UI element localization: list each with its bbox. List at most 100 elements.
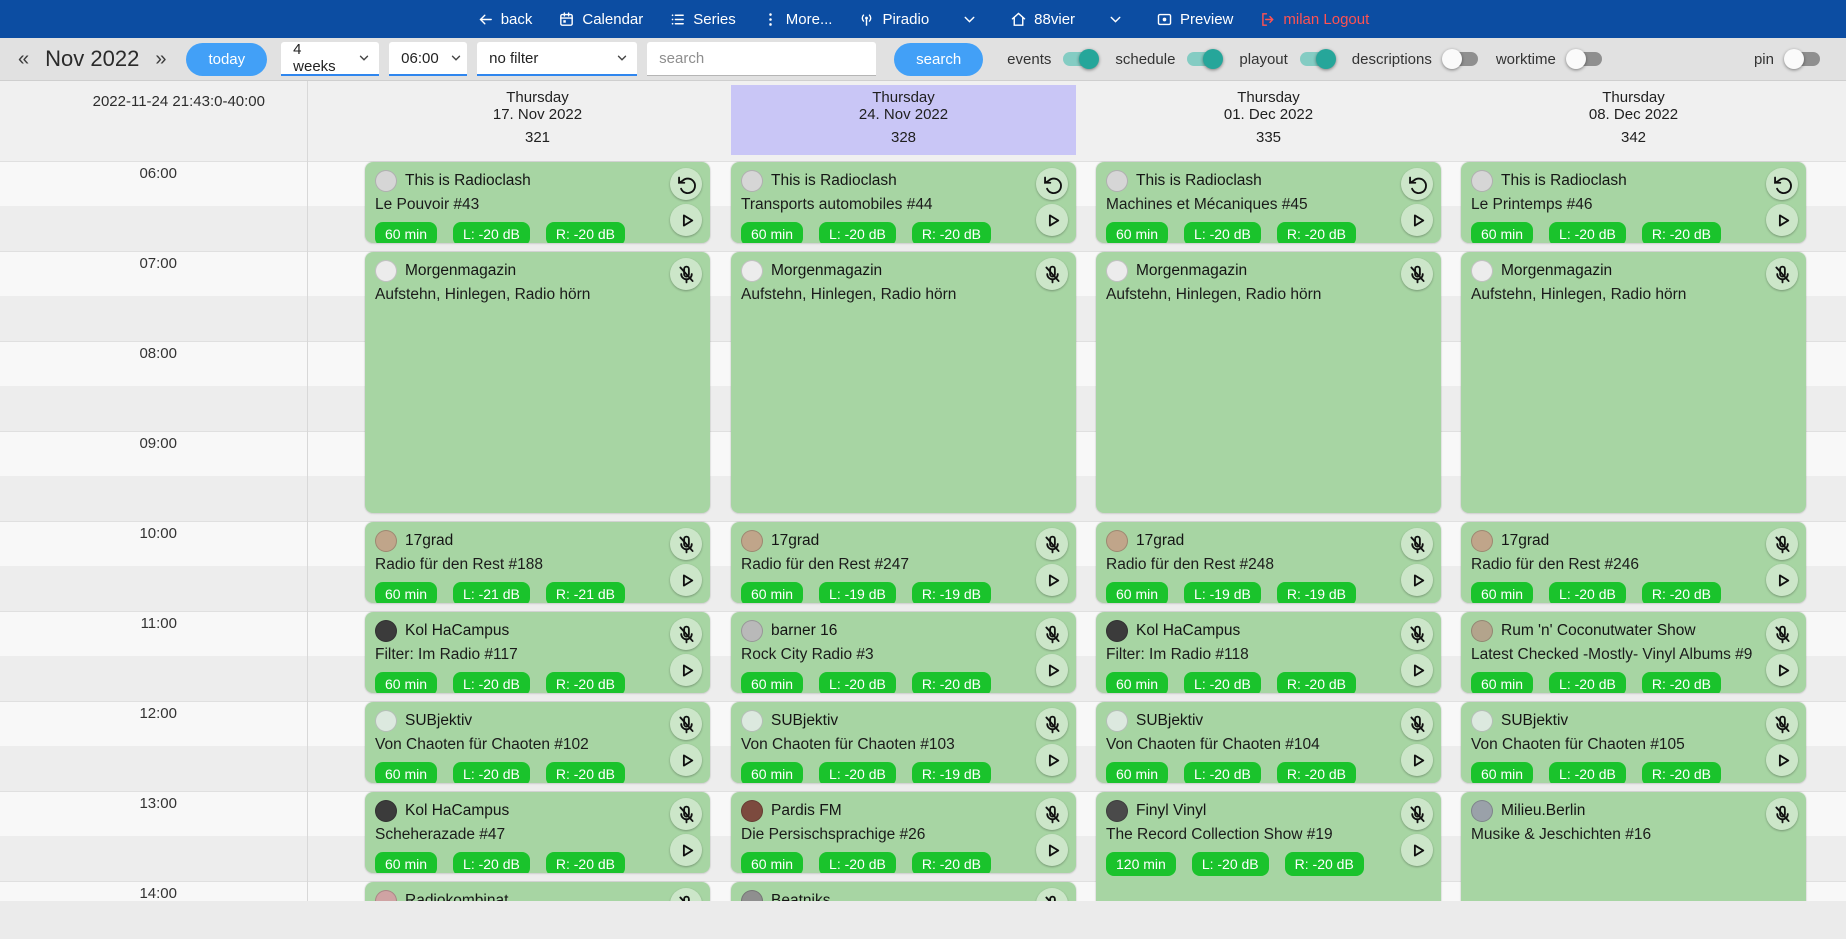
nav-calendar[interactable]: Calendar [558,11,643,28]
play-button[interactable] [1766,654,1798,686]
play-button[interactable] [1766,564,1798,596]
worktime-toggle[interactable]: worktime [1496,48,1604,70]
play-button[interactable] [1036,654,1068,686]
mic-off-button[interactable] [670,528,702,560]
play-button[interactable] [1401,564,1433,596]
mic-off-button[interactable] [1766,528,1798,560]
event-card[interactable]: Kol HaCampus Filter: Im Radio #117 60 min L… [365,612,710,693]
mic-off-button[interactable] [670,798,702,830]
start-time-select[interactable]: 06:00 [389,42,468,76]
playout-toggle[interactable]: playout [1239,48,1336,70]
mic-off-button[interactable] [1401,528,1433,560]
mic-off-button[interactable] [1401,708,1433,740]
event-card[interactable]: Kol HaCampus Scheherazade #47 60 min L: -20… [365,792,710,873]
event-card[interactable]: Finyl Vinyl The Record Collection Show #1… [1096,792,1441,901]
play-button[interactable] [670,204,702,236]
nav-back[interactable]: back [477,11,532,28]
mic-off-button[interactable] [1401,798,1433,830]
event-card[interactable]: This is Radioclash Le Printemps #46 60 min… [1461,162,1806,243]
mic-off-button[interactable] [1766,798,1798,830]
nav-piradio[interactable]: Piradio [858,11,929,28]
schedule-switch[interactable] [1185,48,1224,70]
mic-off-button[interactable] [1766,708,1798,740]
event-card[interactable]: barner 16 Rock City Radio #3 60 min L: -20 … [731,612,1076,693]
nav-more[interactable]: More... [762,11,832,28]
pin-switch[interactable] [1784,48,1822,70]
play-button[interactable] [670,564,702,596]
nav-88vier-dropdown[interactable] [1107,11,1124,28]
next-month-button[interactable]: » [155,47,167,70]
event-card[interactable]: Radiokombinat [365,882,710,901]
play-button[interactable] [1766,744,1798,776]
event-card[interactable]: Morgenmagazin Aufstehn, Hinlegen, Radio h… [731,252,1076,513]
event-card[interactable]: Morgenmagazin Aufstehn, Hinlegen, Radio h… [1461,252,1806,513]
event-card[interactable]: SUBjektiv Von Chaoten für Chaoten #105 60 … [1461,702,1806,783]
event-card[interactable]: Milieu.Berlin Musike & Jeschichten #16 [1461,792,1806,901]
play-button[interactable] [1036,744,1068,776]
play-button[interactable] [1401,834,1433,866]
mic-off-button[interactable] [1766,618,1798,650]
event-card[interactable]: SUBjektiv Von Chaoten für Chaoten #104 60 … [1096,702,1441,783]
mic-off-button[interactable] [1036,708,1068,740]
replay-button[interactable] [1401,168,1433,200]
replay-button[interactable] [670,168,702,200]
today-button[interactable]: today [186,42,268,76]
play-button[interactable] [1766,204,1798,236]
mic-off-button[interactable] [1766,258,1798,290]
mic-off-button[interactable] [670,618,702,650]
play-button[interactable] [1401,744,1433,776]
events-toggle[interactable]: events [1007,48,1100,70]
event-card[interactable]: 17grad Radio für den Rest #188 60 min L: -2… [365,522,710,603]
play-button[interactable] [670,834,702,866]
event-card[interactable]: Rum 'n' Coconutwater Show Latest Checked … [1461,612,1806,693]
event-card[interactable]: Beatniks [731,882,1076,901]
play-button[interactable] [1036,834,1068,866]
replay-button[interactable] [1036,168,1068,200]
nav-series[interactable]: Series [669,11,736,28]
nav-88vier[interactable]: 88vier [1010,11,1075,28]
filter-select[interactable]: no filter [477,42,638,76]
event-card[interactable]: Morgenmagazin Aufstehn, Hinlegen, Radio h… [365,252,710,513]
play-button[interactable] [1036,204,1068,236]
nav-preview[interactable]: Preview [1156,11,1233,28]
event-card[interactable]: Kol HaCampus Filter: Im Radio #118 60 min L… [1096,612,1441,693]
mic-off-button[interactable] [1036,798,1068,830]
descriptions-toggle[interactable]: descriptions [1352,48,1480,70]
event-card[interactable]: This is Radioclash Le Pouvoir #43 60 min L:… [365,162,710,243]
event-card[interactable]: 17grad Radio für den Rest #246 60 min L: -2… [1461,522,1806,603]
mic-off-button[interactable] [1036,258,1068,290]
event-card[interactable]: This is Radioclash Transports automobiles… [731,162,1076,243]
nav-logout[interactable]: milan Logout [1259,11,1369,28]
play-button[interactable] [1036,564,1068,596]
search-input[interactable] [647,42,877,76]
event-card[interactable]: Morgenmagazin Aufstehn, Hinlegen, Radio h… [1096,252,1441,513]
mic-off-button[interactable] [670,708,702,740]
mic-off-button[interactable] [1036,618,1068,650]
playout-switch[interactable] [1298,48,1336,70]
play-button[interactable] [670,654,702,686]
event-card[interactable]: SUBjektiv Von Chaoten für Chaoten #103 60 … [731,702,1076,783]
mic-off-button[interactable] [670,258,702,290]
pin-toggle[interactable]: pin [1754,48,1822,70]
prev-month-button[interactable]: « [18,47,30,70]
event-card[interactable]: SUBjektiv Von Chaoten für Chaoten #102 60 … [365,702,710,783]
event-card[interactable]: 17grad Radio für den Rest #248 60 min L: -1… [1096,522,1441,603]
range-select[interactable]: 4 weeks [281,41,380,76]
nav-piradio-dropdown[interactable] [961,11,978,28]
event-card[interactable]: Pardis FM Die Persischsprachige #26 60 min… [731,792,1076,873]
event-card[interactable]: This is Radioclash Machines et Mécaniques… [1096,162,1441,243]
events-switch[interactable] [1061,48,1100,70]
play-button[interactable] [670,744,702,776]
replay-button[interactable] [1766,168,1798,200]
mic-off-button[interactable] [1036,528,1068,560]
mic-off-button[interactable] [670,888,702,901]
play-button[interactable] [1401,654,1433,686]
worktime-switch[interactable] [1565,48,1604,70]
schedule-toggle[interactable]: schedule [1115,48,1224,70]
descriptions-switch[interactable] [1441,48,1480,70]
play-button[interactable] [1401,204,1433,236]
mic-off-button[interactable] [1401,618,1433,650]
mic-off-button[interactable] [1401,258,1433,290]
event-card[interactable]: 17grad Radio für den Rest #247 60 min L: -1… [731,522,1076,603]
mic-off-button[interactable] [1036,888,1068,901]
